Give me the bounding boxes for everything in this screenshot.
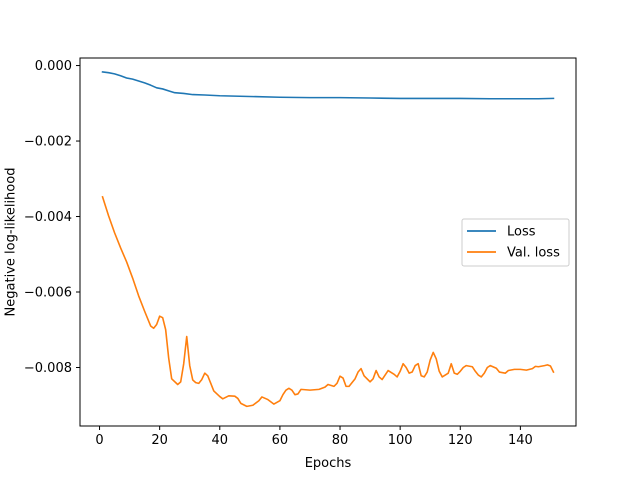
x-axis: 0 20 40 60 80 100 120 140 (95, 426, 533, 448)
legend-label-1: Loss (507, 225, 536, 240)
x-tick-label: 0 (95, 433, 103, 448)
y-axis: 0.000 −0.002 −0.004 −0.006 −0.008 (24, 59, 80, 376)
x-tick-label: 60 (272, 433, 289, 448)
y-tick-label: −0.004 (24, 210, 72, 225)
x-tick-label: 120 (448, 433, 473, 448)
legend-items: Loss Val. loss (467, 225, 560, 261)
x-axis-label: Epochs (305, 456, 352, 471)
legend-label-2: Val. loss (507, 246, 560, 261)
x-tick-label: 100 (388, 433, 413, 448)
legend: Loss Val. loss (461, 218, 570, 267)
y-axis-label: Negative log-likelihood (4, 168, 19, 317)
x-tick-label: 80 (332, 433, 349, 448)
x-tick-label: 20 (151, 433, 168, 448)
axes-frame (79, 57, 577, 427)
series-line-2 (101, 195, 555, 408)
y-tick-label: −0.008 (24, 361, 72, 376)
x-tick-label: 140 (508, 433, 533, 448)
y-tick-label: −0.002 (24, 135, 72, 150)
x-tick-label: 40 (212, 433, 229, 448)
y-tick-label: 0.000 (35, 59, 72, 74)
plot-area: 0 20 40 60 80 100 120 140 0.000 −0.002 −0.004 −0.0… (24, 57, 577, 448)
y-tick-label: −0.006 (24, 286, 72, 301)
series-lines (101, 71, 555, 408)
series-line-1 (101, 71, 555, 100)
